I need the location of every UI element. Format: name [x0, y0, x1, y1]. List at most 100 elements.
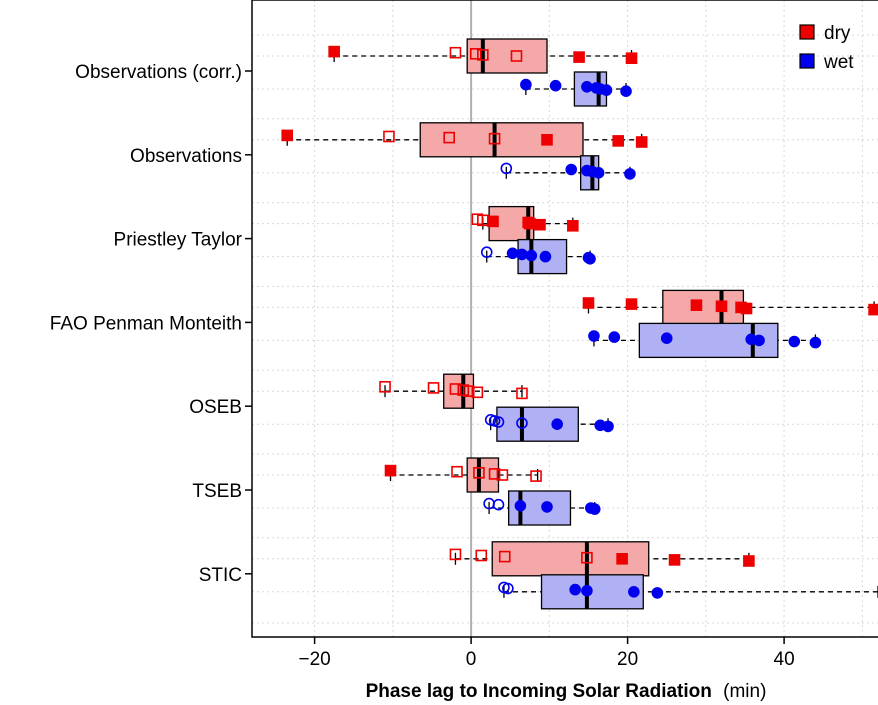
plot-frame	[251, 0, 878, 638]
dry-point	[690, 299, 703, 312]
wet-point	[600, 84, 613, 96]
x-axis-label-main: Phase lag to Incoming Solar Radiation	[366, 681, 712, 702]
dry-point	[625, 298, 638, 310]
wet-point	[502, 582, 514, 595]
dry-point	[523, 217, 536, 230]
dry-box	[419, 122, 584, 158]
dry-box	[466, 457, 500, 493]
wet-box-group	[500, 155, 636, 191]
wet-point	[549, 79, 562, 92]
dry-point	[488, 132, 501, 145]
wet-point	[492, 416, 505, 428]
wet-point	[584, 252, 596, 265]
dry-point	[449, 383, 462, 395]
dry-point	[443, 131, 455, 144]
dry-box-group	[328, 38, 638, 74]
wet-point	[520, 78, 532, 91]
wet-point	[480, 246, 493, 258]
wet-point	[581, 81, 593, 93]
wet-box-group	[483, 490, 601, 526]
x-axis-label: Phase lag to Incoming Solar Radiation (m…	[366, 681, 767, 702]
dry-box-group	[281, 122, 648, 158]
dry-point	[743, 555, 755, 567]
dry-point	[534, 218, 546, 231]
wet-point	[588, 330, 600, 342]
dry-point	[612, 135, 625, 147]
dry-point	[384, 464, 397, 477]
wet-point	[539, 250, 552, 263]
dry-point	[487, 215, 499, 228]
legend-swatch-dry	[799, 24, 815, 40]
dry-point	[477, 49, 489, 61]
dry-point	[616, 552, 628, 565]
dry-point	[573, 51, 585, 63]
dry-box-group	[379, 373, 528, 409]
marks-layer	[281, 38, 878, 610]
dry-point	[668, 554, 681, 566]
wet-point	[492, 498, 505, 511]
dry-point	[475, 549, 488, 562]
dry-point	[510, 50, 523, 62]
dry-box-group	[449, 541, 755, 577]
wet-point	[628, 585, 640, 598]
dry-box	[466, 38, 548, 74]
dry-point	[498, 550, 511, 563]
wet-point	[516, 417, 528, 429]
wet-point	[569, 583, 581, 596]
legend-label-dry: dry	[824, 23, 851, 44]
wet-box-group	[520, 71, 632, 107]
dry-box-group	[471, 205, 579, 242]
x-tick-label: 40	[774, 649, 795, 670]
dry-point	[625, 52, 638, 65]
x-tick-label: 20	[617, 649, 638, 670]
category-label: Observations	[130, 146, 242, 167]
dry-point	[581, 551, 593, 564]
dry-point	[740, 302, 753, 315]
category-label: Priestley Taylor	[114, 230, 243, 251]
dry-point	[516, 387, 528, 400]
dry-point	[451, 465, 463, 478]
category-label: Observations (corr.)	[75, 62, 242, 83]
grid-layer	[252, 0, 878, 637]
category-label: OSEB	[189, 397, 242, 418]
dry-box-group	[384, 457, 542, 493]
wet-point	[588, 503, 601, 515]
x-tick-label: −20	[298, 649, 330, 670]
wet-box-group	[484, 406, 614, 442]
wet-point	[565, 163, 578, 176]
wet-point	[660, 332, 673, 345]
category-label: FAO Penman Monteith	[50, 313, 242, 334]
category-label: STIC	[199, 565, 242, 586]
dry-point	[473, 466, 485, 479]
wet-point	[809, 336, 822, 349]
wet-point	[500, 162, 513, 175]
dry-point	[635, 136, 648, 148]
wet-point	[514, 499, 527, 512]
wet-point	[620, 85, 632, 97]
legend-swatch-wet	[799, 53, 815, 69]
dry-point	[449, 46, 462, 59]
wet-box-group	[480, 238, 596, 275]
dry-point	[496, 469, 509, 481]
axis-layer: −20 0 20 40 Observations (corr.) Observations…	[50, 62, 795, 670]
dry-point	[449, 548, 462, 561]
dry-box	[662, 289, 745, 326]
wet-box-group	[498, 574, 878, 610]
dry-point	[541, 134, 553, 146]
x-axis-label-unit: (min)	[723, 681, 766, 702]
dry-point	[383, 130, 395, 143]
dry-box-group	[582, 289, 878, 326]
wet-point	[541, 501, 553, 513]
dry-point	[281, 129, 294, 142]
wet-point	[608, 331, 621, 343]
dry-point	[462, 385, 475, 398]
dry-point	[379, 380, 391, 393]
wet-point	[788, 335, 801, 348]
dry-point	[868, 303, 878, 316]
dry-point	[471, 386, 484, 399]
dry-point	[488, 468, 501, 480]
dry-point	[469, 47, 482, 60]
wet-point	[581, 584, 593, 597]
dry-point	[715, 300, 728, 313]
